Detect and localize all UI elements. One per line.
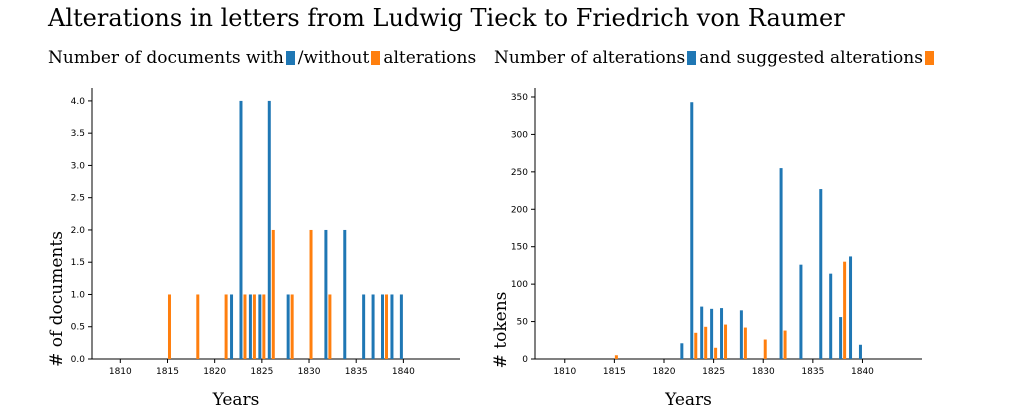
legend-text-2: and suggested alterations <box>699 48 923 68</box>
chart2-y-tick-label: 200 <box>511 205 528 215</box>
chart2-y-tick-label: 50 <box>517 318 529 328</box>
chart2-bar-series1 <box>680 343 684 359</box>
chart1-bar-series2 <box>252 294 256 359</box>
chart2-bar-series1 <box>690 102 694 359</box>
chart2-x-tick-label: 1820 <box>653 367 676 377</box>
chart1-x-tick-label: 1830 <box>298 367 321 377</box>
legend-text-1: Number of alterations <box>494 48 686 68</box>
chart2-bar-series2 <box>783 330 787 359</box>
chart2-bar-series1 <box>779 168 783 359</box>
chart1-y-tick-label: 0.5 <box>71 323 85 333</box>
chart2-bar-series2 <box>724 324 728 359</box>
chart1-bar-series2 <box>328 294 332 359</box>
chart1-y-tick-label: 0.0 <box>71 355 86 365</box>
legend-text-2: /without <box>297 48 370 68</box>
left-legend: Number of documents with /without altera… <box>48 48 476 68</box>
chart2-bar-series1 <box>829 273 833 359</box>
chart-title: Alterations in letters from Ludwig Tieck… <box>48 4 845 32</box>
chart1-bar-series1 <box>324 229 328 359</box>
legend-swatch-secondary <box>371 51 381 65</box>
chart1-y-tick-label: 3.5 <box>71 129 85 139</box>
chart1-bar-series1 <box>390 294 394 359</box>
chart1-x-axis-label: Years <box>212 390 260 410</box>
chart1-bar-series1 <box>248 294 252 359</box>
chart1-bar-series1 <box>258 294 262 359</box>
chart2-x-tick-label: 1835 <box>801 367 824 377</box>
chart1-bar-series1 <box>286 294 290 359</box>
chart2-bar-series2 <box>743 327 747 359</box>
chart2-bar-series1 <box>720 308 724 359</box>
chart1-y-tick-label: 2.5 <box>71 194 85 204</box>
chart1-bar-series1 <box>267 100 271 360</box>
chart1-y-axis-label: # of documents <box>47 231 67 367</box>
chart2-y-axis-label: # tokens <box>491 292 511 369</box>
chart1-bar-series2 <box>243 294 247 359</box>
chart1-y-tick-label: 4.0 <box>71 97 86 107</box>
chart1-y-tick-label: 1.0 <box>71 290 86 300</box>
chart2-y-tick-label: 0 <box>522 355 528 365</box>
chart1-x-tick-label: 1810 <box>109 367 132 377</box>
chart2-x-axis-label: Years <box>664 390 712 410</box>
chart2-bar-series1 <box>839 317 843 359</box>
chart1-bar-series1 <box>399 294 403 359</box>
chart2-y-tick-label: 300 <box>511 130 528 140</box>
chart1-bar-series2 <box>385 294 389 359</box>
chart2-bar-series1 <box>819 189 823 359</box>
right-legend: Number of alterations and suggested alte… <box>494 48 937 68</box>
chart1-bar-series2 <box>271 229 275 359</box>
chart1-bar-series1 <box>362 294 366 359</box>
chart2-x-tick-label: 1825 <box>702 367 725 377</box>
chart1-bar-series2 <box>290 294 294 359</box>
chart2-bar-series2 <box>843 261 847 359</box>
chart2-x-tick-label: 1815 <box>603 367 626 377</box>
chart2-bar-series1 <box>739 310 743 359</box>
legend-swatch-primary <box>687 51 697 65</box>
chart2-y-tick-label: 100 <box>511 280 528 290</box>
chart1-y-tick-label: 1.5 <box>71 258 85 268</box>
chart2-bar-series2 <box>704 326 708 359</box>
chart2-bar-series1 <box>799 264 803 359</box>
legend-swatch-secondary <box>924 51 934 65</box>
chart1-y-tick-label: 3.0 <box>71 161 86 171</box>
legend-swatch-primary <box>285 51 295 65</box>
chart1-y-tick-label: 2.0 <box>71 226 86 236</box>
chart1-x-tick-label: 1840 <box>392 367 415 377</box>
chart1-bar-series2 <box>262 294 266 359</box>
chart2-bar-series1 <box>700 306 704 359</box>
chart2-x-tick-label: 1810 <box>553 367 576 377</box>
chart2-y-tick-label: 250 <box>511 168 528 178</box>
chart1-bar-series2 <box>224 294 228 359</box>
chart2-bar-series2 <box>614 355 618 359</box>
chart2-y-tick-label: 150 <box>511 243 528 253</box>
chart1-bar-series1 <box>381 294 385 359</box>
chart1-bar-series2 <box>167 294 171 359</box>
chart1-bar-series1 <box>230 294 234 359</box>
chart1-x-tick-label: 1835 <box>345 367 368 377</box>
legend-text-3: alterations <box>383 48 477 68</box>
chart1-x-tick-label: 1825 <box>250 367 273 377</box>
legend-text-1: Number of documents with <box>48 48 284 68</box>
chart1-bar-series1 <box>343 229 347 359</box>
chart1-bar-series2 <box>196 294 200 359</box>
chart1-x-tick-label: 1815 <box>156 367 179 377</box>
chart2-bar-series1 <box>849 256 853 359</box>
chart1-x-tick-label: 1820 <box>203 367 226 377</box>
chart2-bar-series2 <box>714 347 718 359</box>
chart2-bar-series1 <box>858 344 862 359</box>
chart2-bar-series2 <box>694 332 698 359</box>
chart2-y-tick-label: 350 <box>511 93 528 103</box>
chart1-bar-series1 <box>239 100 243 360</box>
chart1-bar-series1 <box>371 294 375 359</box>
chart1-bar-series2 <box>309 229 313 359</box>
chart2-bar-series2 <box>763 339 767 359</box>
chart2-x-tick-label: 1830 <box>752 367 775 377</box>
chart2-bar-series1 <box>710 308 714 359</box>
chart2-x-tick-label: 1840 <box>851 367 874 377</box>
